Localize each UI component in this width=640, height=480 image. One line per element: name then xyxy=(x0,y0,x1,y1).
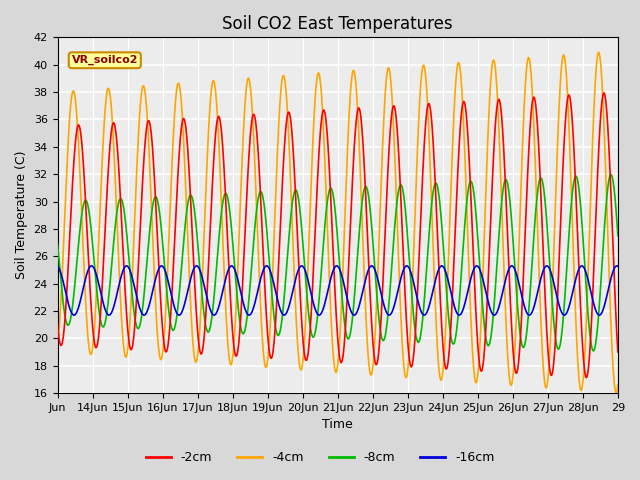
Legend: -2cm, -4cm, -8cm, -16cm: -2cm, -4cm, -8cm, -16cm xyxy=(141,446,499,469)
X-axis label: Time: Time xyxy=(323,419,353,432)
Title: Soil CO2 East Temperatures: Soil CO2 East Temperatures xyxy=(222,15,453,33)
Y-axis label: Soil Temperature (C): Soil Temperature (C) xyxy=(15,151,28,279)
Text: VR_soilco2: VR_soilco2 xyxy=(72,55,138,65)
